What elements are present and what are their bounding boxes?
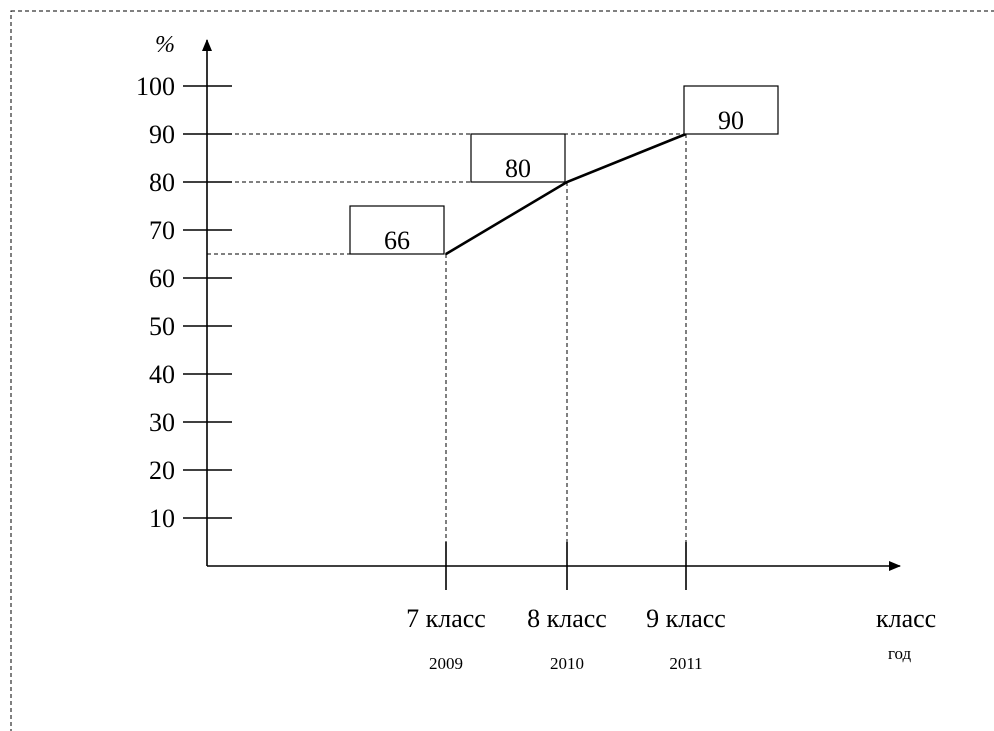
- data-label-box: [470, 133, 566, 183]
- y-tick-label: 40: [149, 360, 175, 389]
- data-label: 80: [505, 154, 531, 183]
- x-tick-year: 2009: [429, 654, 463, 673]
- x-tick-label: 8 класс: [527, 604, 607, 633]
- x-axis-label: класс: [876, 604, 936, 633]
- x-tick-label: 7 класс: [406, 604, 486, 633]
- y-tick-label: 70: [149, 216, 175, 245]
- data-label: 90: [718, 106, 744, 135]
- y-tick-label: 20: [149, 456, 175, 485]
- data-label-box: [683, 85, 779, 135]
- y-tick-label: 30: [149, 408, 175, 437]
- y-tick-label: 100: [136, 72, 175, 101]
- data-label: 66: [384, 226, 410, 255]
- y-tick-label: 60: [149, 264, 175, 293]
- y-axis-label: %: [155, 32, 175, 58]
- dashed-frame: [10, 10, 994, 731]
- y-tick-label: 50: [149, 312, 175, 341]
- x-axis-sublabel: год: [888, 644, 912, 663]
- y-tick-label: 10: [149, 504, 175, 533]
- x-tick-year: 2010: [550, 654, 584, 673]
- x-tick-label: 9 класс: [646, 604, 726, 633]
- data-label-box: [349, 205, 445, 255]
- x-tick-year: 2011: [669, 654, 702, 673]
- y-tick-label: 80: [149, 168, 175, 197]
- y-tick-label: 90: [149, 120, 175, 149]
- series-line: [445, 132, 687, 256]
